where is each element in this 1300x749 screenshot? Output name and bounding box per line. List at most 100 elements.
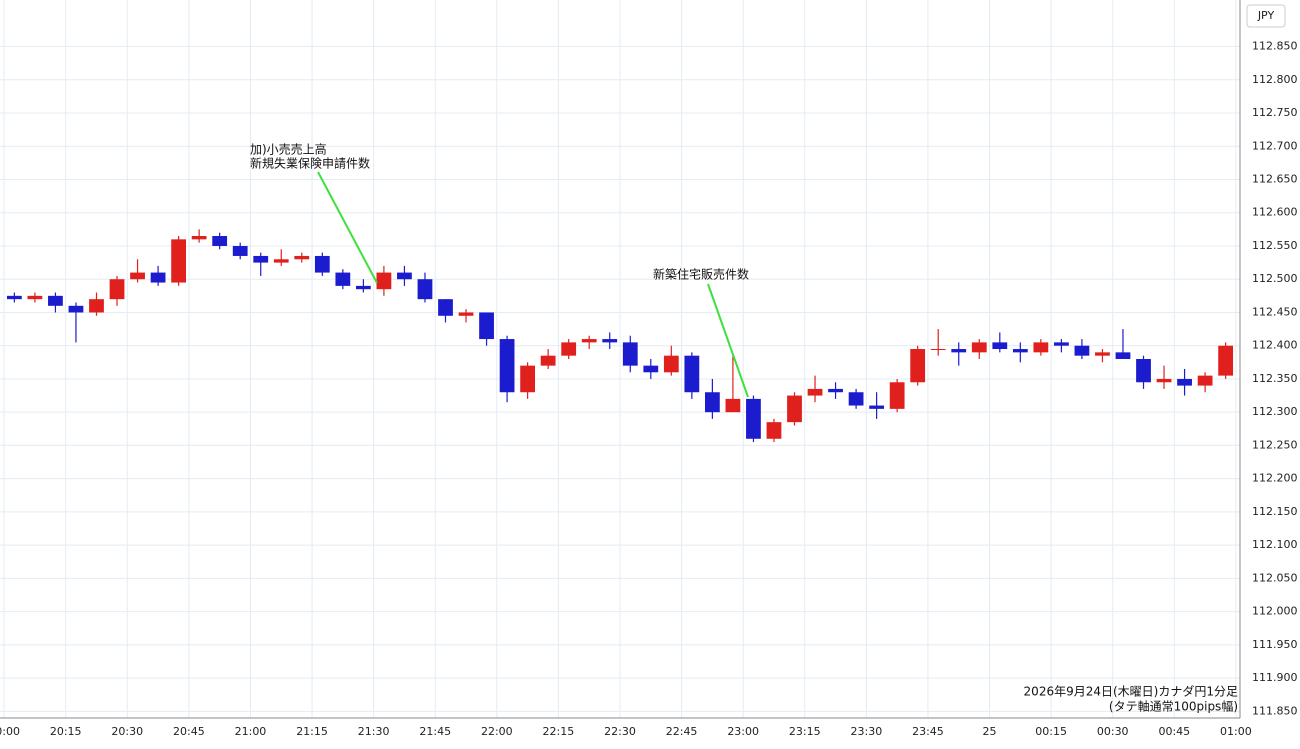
- x-tick-label: 21:30: [358, 725, 390, 738]
- candle-body: [746, 398, 761, 439]
- candle-body: [335, 272, 351, 286]
- candle-body: [540, 355, 556, 366]
- candle-body: [355, 285, 371, 290]
- x-tick-label: 22:15: [543, 725, 575, 738]
- x-tick-label: 20:30: [111, 725, 143, 738]
- candle-body: [68, 305, 84, 313]
- candle-body: [438, 299, 453, 316]
- candle-body: [869, 405, 885, 409]
- candle-body: [602, 339, 618, 343]
- candle-body: [1033, 342, 1049, 353]
- grid: [0, 0, 1240, 718]
- y-tick-label: 112.300: [1252, 405, 1298, 418]
- annotation-line: [317, 171, 378, 284]
- annotation-line: [707, 283, 749, 398]
- candle-body: [910, 349, 926, 383]
- candle-body: [766, 422, 782, 439]
- candle-body: [848, 392, 864, 406]
- footnote: 2026年9月24日(木曜日)カナダ円1分足: [1024, 684, 1238, 699]
- candle-body: [130, 272, 145, 280]
- y-tick-label: 112.400: [1252, 339, 1298, 352]
- y-tick-label: 112.700: [1252, 139, 1298, 152]
- x-tick-label: 22:00: [481, 725, 513, 738]
- candle-body: [232, 245, 248, 256]
- candle-body: [1156, 378, 1172, 383]
- candle-body: [253, 255, 269, 263]
- candle-body: [48, 295, 63, 306]
- y-tick-label: 112.850: [1252, 40, 1298, 53]
- candle-body: [27, 295, 43, 300]
- x-tick-label: 21:15: [296, 725, 328, 738]
- candle-body: [273, 259, 289, 263]
- x-tick-label: 20:15: [50, 725, 82, 738]
- candle-body: [1095, 352, 1110, 356]
- currency-label: JPY: [1257, 9, 1275, 22]
- candle-body: [89, 299, 104, 313]
- currency-box: [1246, 4, 1286, 28]
- x-tick-label: 25: [983, 725, 997, 738]
- candle-body: [499, 339, 515, 393]
- x-tick-label: 23:30: [851, 725, 883, 738]
- candle-body: [1218, 345, 1234, 376]
- x-tick-label: 00:15: [1035, 725, 1067, 738]
- footnote: (タテ軸通常100pips幅): [1109, 699, 1238, 714]
- candle-body: [458, 312, 474, 316]
- y-tick-label: 112.750: [1252, 106, 1298, 119]
- y-tick-label: 112.650: [1252, 173, 1298, 186]
- candle-body: [930, 349, 946, 351]
- y-tick-label: 112.050: [1252, 571, 1298, 584]
- candle-body: [561, 342, 577, 356]
- candle-body: [1197, 375, 1213, 386]
- candle-body: [171, 239, 186, 283]
- x-tick-label: 23:45: [912, 725, 944, 738]
- y-tick-label: 112.150: [1252, 505, 1298, 518]
- candle-body: [376, 272, 392, 290]
- candle-body: [1115, 352, 1131, 359]
- candle-body: [1074, 345, 1090, 356]
- y-tick-label: 112.350: [1252, 372, 1298, 385]
- x-tick-label: 20:00: [0, 725, 20, 738]
- candle-body: [643, 365, 659, 373]
- candle-body: [150, 272, 166, 283]
- x-tick-label: 22:30: [604, 725, 636, 738]
- candle-body: [520, 365, 536, 393]
- candle-body: [807, 388, 823, 396]
- y-tick-label: 112.100: [1252, 538, 1298, 551]
- candle-body: [787, 395, 802, 423]
- candle-body: [828, 388, 843, 393]
- y-tick-label: 112.250: [1252, 438, 1298, 451]
- y-tick-label: 111.950: [1252, 638, 1298, 651]
- x-tick-label: 23:15: [789, 725, 821, 738]
- candle-body: [992, 342, 1008, 350]
- x-tick-label: 21:00: [235, 725, 267, 738]
- y-tick-label: 111.900: [1252, 671, 1298, 684]
- candle-body: [397, 272, 412, 280]
- x-tick-label: 00:30: [1097, 725, 1129, 738]
- y-tick-label: 112.450: [1252, 305, 1298, 318]
- candles: [6, 229, 1234, 443]
- x-tick-label: 20:45: [173, 725, 205, 738]
- candle-body: [622, 342, 638, 366]
- x-tick-label: 01:00: [1220, 725, 1252, 738]
- y-tick-label: 112.800: [1252, 73, 1298, 86]
- candle-body: [1136, 359, 1151, 383]
- candle-body: [1177, 378, 1192, 386]
- candle-body: [191, 236, 207, 240]
- candle-body: [1054, 342, 1069, 346]
- annotation-text: 新規失業保険申請件数: [250, 156, 370, 171]
- candle-body: [725, 398, 741, 413]
- candle-body: [314, 255, 330, 273]
- candle-body: [479, 312, 494, 340]
- candle-body: [1012, 349, 1028, 353]
- y-tick-label: 112.550: [1252, 239, 1298, 252]
- candle-body: [581, 339, 597, 343]
- candle-body: [294, 255, 310, 260]
- candle-body: [417, 279, 433, 300]
- candle-body: [663, 355, 679, 373]
- candle-body: [951, 349, 967, 353]
- x-tick-label: 21:45: [419, 725, 451, 738]
- y-tick-label: 112.000: [1252, 605, 1298, 618]
- annotation-text: 新築住宅販売件数: [653, 267, 749, 282]
- annotation-text: 加)小売売上高: [250, 142, 327, 157]
